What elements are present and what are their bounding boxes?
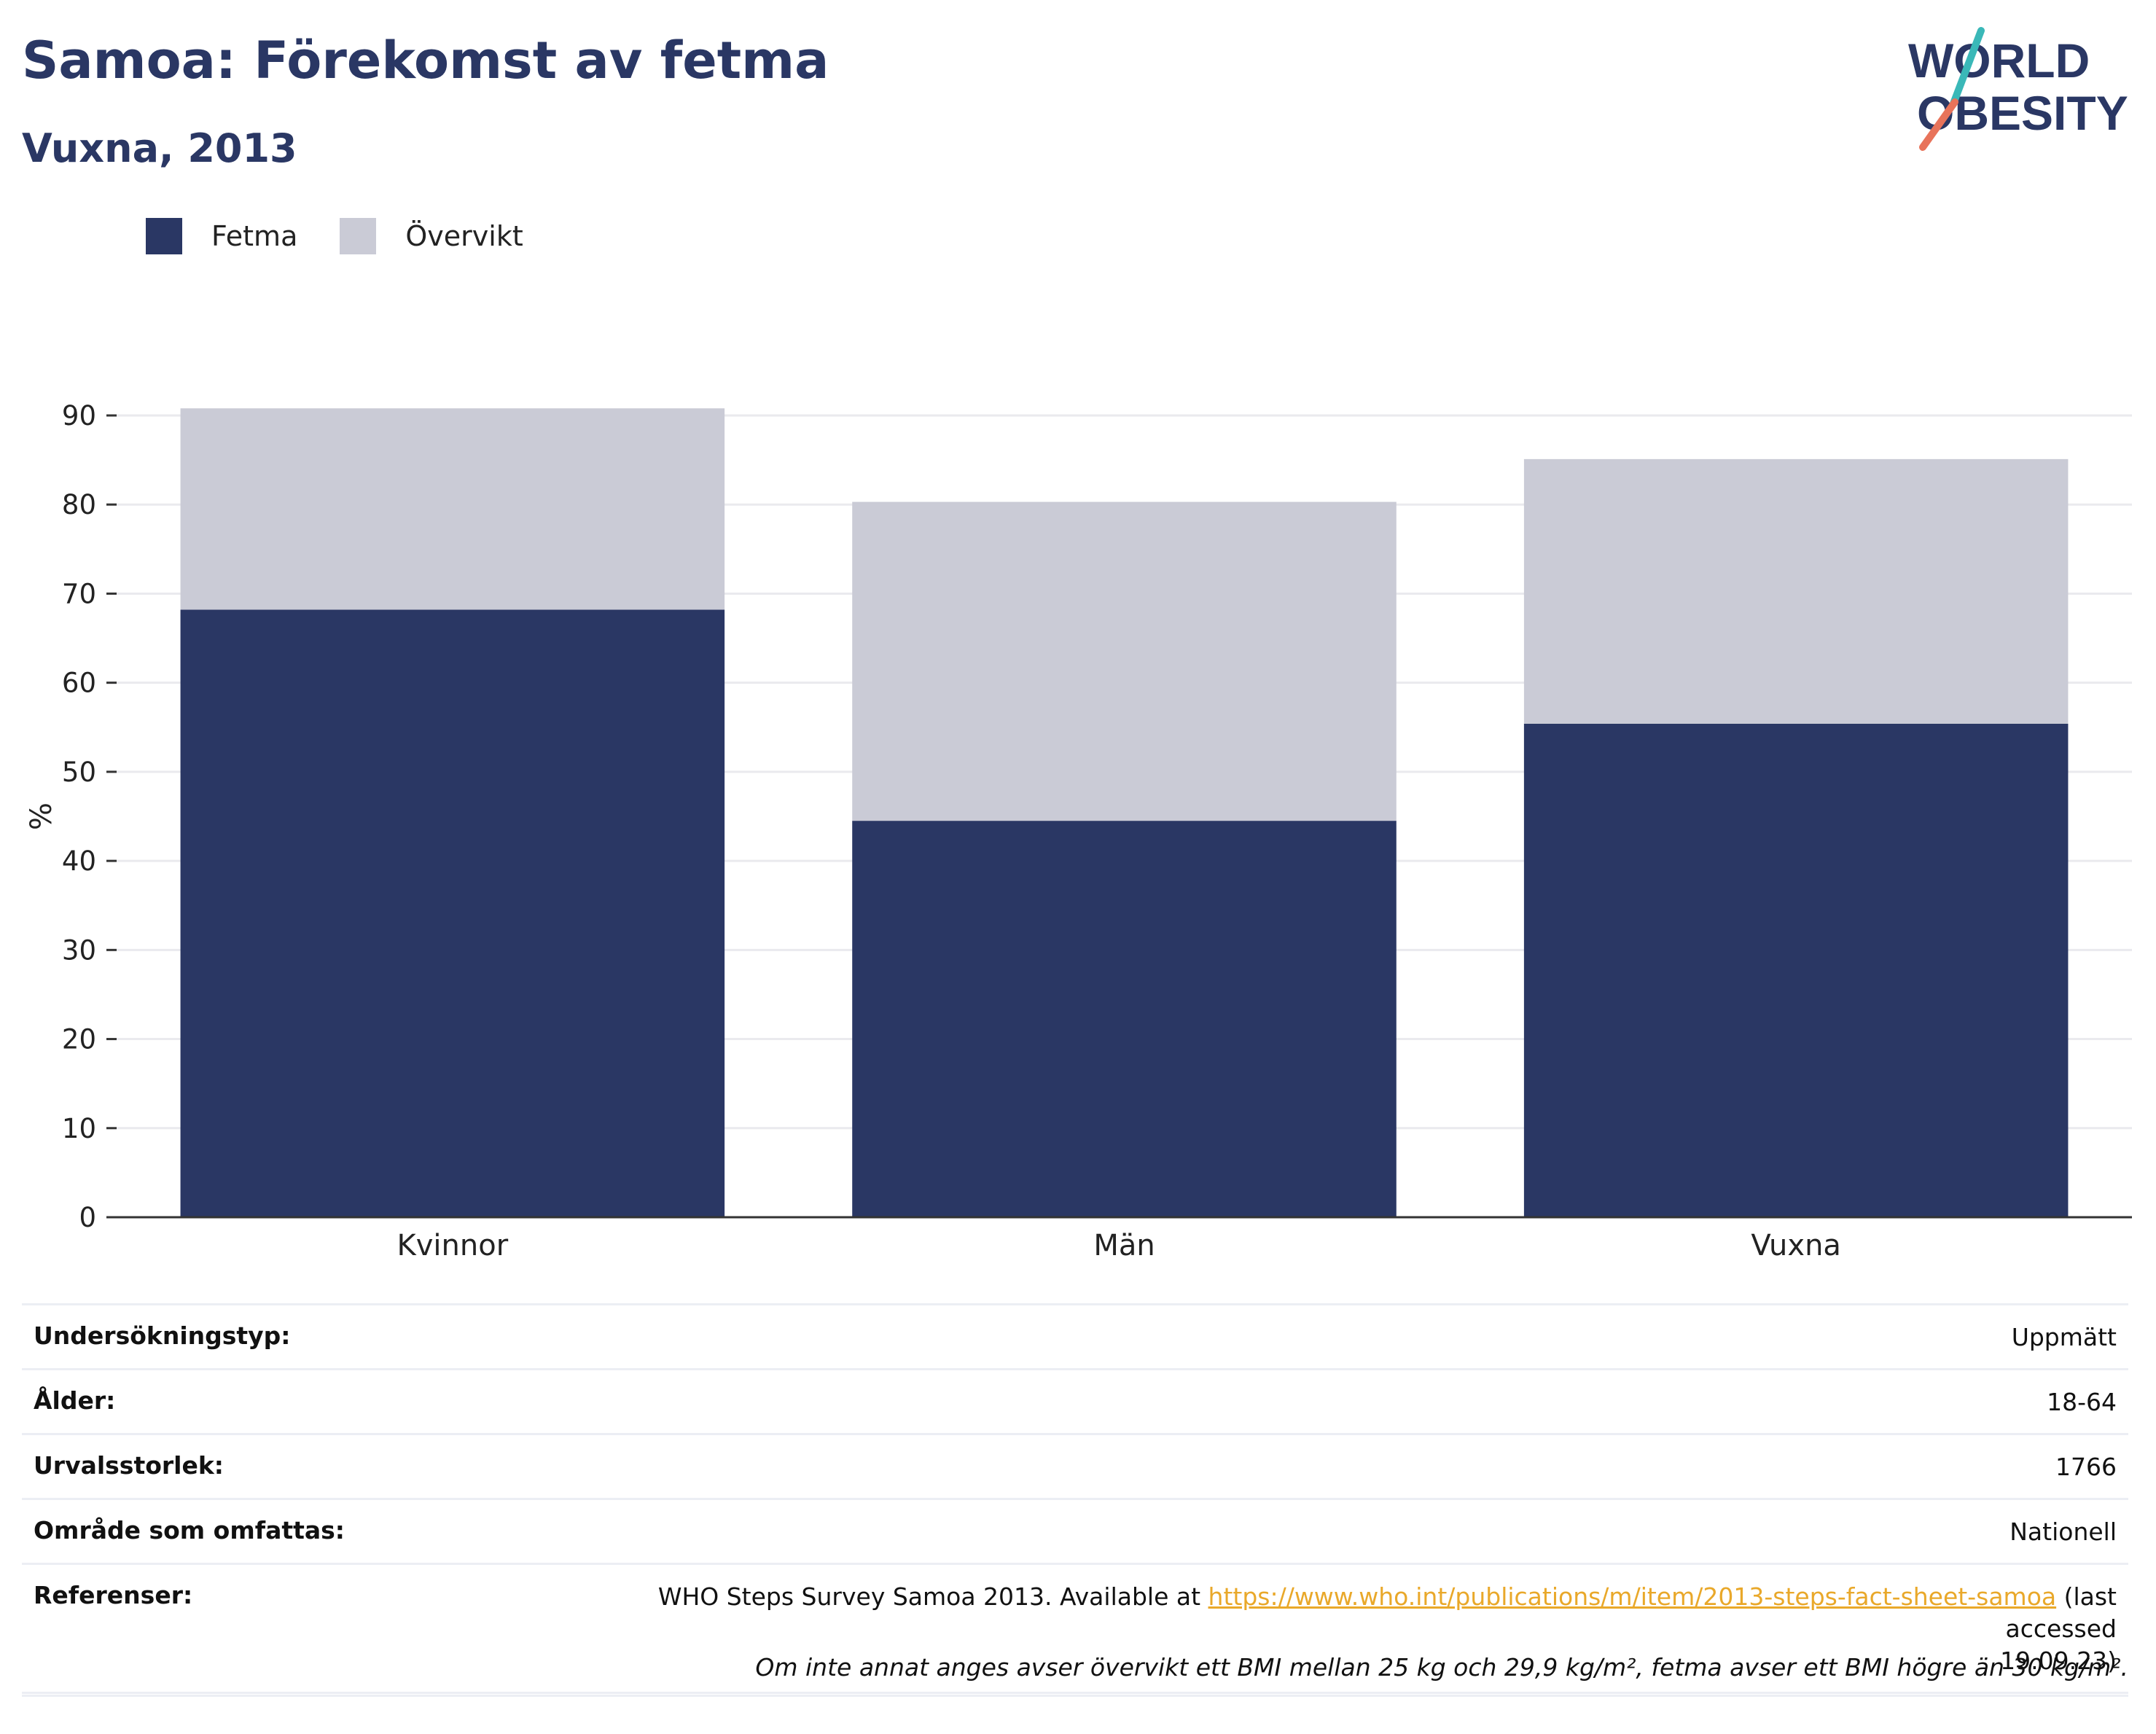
- legend-swatch-overvikt: [340, 218, 377, 254]
- bmi-note: Om inte annat anges avser övervikt ett B…: [755, 1653, 2128, 1682]
- info-key: Område som omfattas:: [22, 1498, 555, 1565]
- bar-vervikt-kvinnor: [180, 408, 725, 610]
- info-row: Urvalsstorlek: 1766: [22, 1433, 2128, 1500]
- bar-fetma-vuxna: [1523, 723, 2069, 1217]
- chart-legend: Fetma Övervikt: [146, 217, 566, 255]
- info-value: Nationell: [555, 1498, 2128, 1565]
- info-key: Undersökningstyp:: [22, 1303, 555, 1370]
- y-tick-label: 80: [62, 489, 96, 520]
- y-tick-label: 50: [62, 757, 96, 788]
- y-tick-label: 10: [62, 1113, 96, 1144]
- y-tick-label: 0: [79, 1202, 96, 1233]
- info-key: Urvalsstorlek:: [22, 1433, 555, 1500]
- info-value: 18-64: [555, 1368, 2128, 1435]
- info-value: 1766: [555, 1433, 2128, 1500]
- info-key: Referenser:: [22, 1563, 555, 1694]
- logo-text-line1: WORLD: [1908, 34, 2090, 87]
- legend-label-overvikt: Övervikt: [405, 220, 523, 252]
- info-row: Område som omfattas: Nationell: [22, 1498, 2128, 1565]
- info-row-references: Referenser: WHO Steps Survey Samoa 2013.…: [22, 1563, 2128, 1694]
- y-tick-label: 90: [62, 400, 96, 431]
- info-value: Uppmätt: [555, 1303, 2128, 1370]
- logo-accent-teal: [1950, 27, 1985, 107]
- legend-label-fetma: Fetma: [211, 220, 298, 252]
- x-tick-label: Män: [1093, 1229, 1155, 1262]
- y-tick-label: 60: [62, 668, 96, 699]
- logo-text-line2: OBESITY: [1917, 86, 2128, 140]
- y-tick-label: 70: [62, 578, 96, 609]
- references-value: WHO Steps Survey Samoa 2013. Available a…: [555, 1563, 2128, 1694]
- references-prefix: WHO Steps Survey Samoa 2013. Available a…: [657, 1582, 1208, 1611]
- references-link[interactable]: https://www.who.int/publications/m/item/…: [1208, 1582, 2057, 1611]
- bar-vervikt-mn: [852, 501, 1397, 821]
- legend-item-overvikt[interactable]: Övervikt: [340, 218, 523, 254]
- y-tick-label: 20: [62, 1024, 96, 1055]
- info-row: Ålder: 18-64: [22, 1368, 2128, 1435]
- logo-accent-coral: [1919, 98, 1958, 151]
- legend-swatch-fetma: [146, 218, 182, 254]
- chart-title: Samoa: Förekomst av fetma: [22, 31, 829, 90]
- y-tick-label: 30: [62, 934, 96, 966]
- info-row: Undersökningstyp: Uppmätt: [22, 1303, 2128, 1370]
- bar-vervikt-vuxna: [1523, 458, 2069, 724]
- y-axis-label: %: [25, 802, 58, 830]
- x-tick-label: Vuxna: [1751, 1229, 1841, 1262]
- legend-item-fetma[interactable]: Fetma: [146, 218, 297, 254]
- world-obesity-logo: WORLD OBESITY: [1908, 27, 2128, 151]
- bar-fetma-mn: [852, 821, 1397, 1217]
- divider: [22, 1695, 2128, 1697]
- references-suffix: (last accessed: [2005, 1582, 2117, 1643]
- bar-fetma-kvinnor: [180, 609, 725, 1217]
- y-tick-label: 40: [62, 845, 96, 877]
- chart-subtitle: Vuxna, 2013: [22, 125, 297, 171]
- info-table: Undersökningstyp: Uppmätt Ålder: 18-64 U…: [22, 1303, 2128, 1694]
- bar-chart: 0 10 20 30 40 50 60 70 80 90% Kvinnor Män Vuxna: [25, 400, 2132, 1262]
- info-key: Ålder:: [22, 1368, 555, 1435]
- x-tick-label: Kvinnor: [397, 1229, 509, 1262]
- references-date: 19.09.23): [2000, 1647, 2117, 1675]
